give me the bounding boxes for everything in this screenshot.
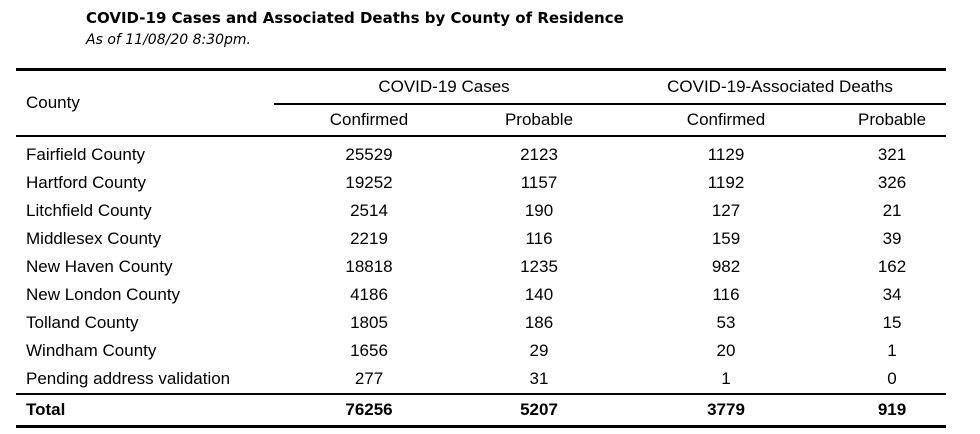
county-cell: Pending address validation: [26, 369, 231, 388]
total-deaths-probable: 919: [838, 393, 947, 428]
deaths-probable-cell: 162: [877, 257, 907, 276]
cases-probable-cell: 29: [529, 341, 549, 360]
county-data-table: County COVID-19 Cases COVID-19-Associate…: [16, 68, 947, 428]
cases-probable-cell: 31: [529, 369, 549, 388]
table-row: Tolland County 1805 186 53 15: [16, 309, 946, 337]
county-cell: Middlesex County: [26, 229, 162, 248]
cases-probable-cell: 140: [524, 285, 554, 304]
table-row: Windham County 1656 29 20 1: [16, 337, 946, 365]
deaths-confirmed-cell: 116: [712, 285, 740, 304]
county-cell: Windham County: [26, 341, 157, 360]
deaths-probable-cell: 1: [887, 341, 897, 360]
cases-confirmed-cell: 25529: [345, 145, 393, 164]
cases-probable-cell: 2123: [520, 145, 558, 164]
table-header: County COVID-19 Cases COVID-19-Associate…: [16, 68, 947, 137]
total-row: Total 76256 5207 3779 919: [16, 393, 947, 428]
deaths-probable-cell: 321: [877, 145, 907, 164]
deaths-probable-cell: 15: [882, 313, 902, 332]
deaths-probable-cell: 21: [882, 201, 902, 220]
deaths-confirmed-cell: 1129: [707, 145, 745, 164]
cases-confirmed-cell: 19252: [345, 173, 393, 192]
total-label: Total: [16, 393, 274, 428]
cases-probable-cell: 116: [525, 229, 553, 248]
deaths-probable-cell: 326: [877, 173, 907, 192]
county-cell: New Haven County: [26, 257, 173, 276]
cases-confirmed-cell: 1805: [350, 313, 388, 332]
deaths-confirmed-cell: 53: [716, 313, 736, 332]
deaths-probable-cell: 39: [882, 229, 902, 248]
cases-confirmed-cell: 1656: [350, 341, 388, 360]
page-title: COVID-19 Cases and Associated Deaths by …: [86, 9, 624, 27]
cases-group-header: COVID-19 Cases: [274, 68, 615, 105]
cases-confirmed-cell: 18818: [345, 257, 393, 276]
deaths-confirmed-cell: 1: [721, 369, 731, 388]
county-cell: Fairfield County: [26, 145, 146, 164]
cases-probable-cell: 1235: [520, 257, 558, 276]
county-cell: Litchfield County: [26, 201, 152, 220]
table-footer: Total 76256 5207 3779 919: [16, 393, 947, 428]
total-cases-probable: 5207: [464, 393, 615, 428]
cases-probable-cell: 186: [524, 313, 554, 332]
total-deaths-confirmed: 3779: [614, 393, 839, 428]
county-cell: Tolland County: [26, 313, 139, 332]
header-row-groups: County COVID-19 Cases COVID-19-Associate…: [16, 68, 947, 137]
cases-probable-cell: 1157: [520, 173, 558, 192]
cases-confirmed-cell: 2219: [350, 229, 388, 248]
deaths-confirmed-cell: 1192: [707, 173, 745, 192]
table-row: Middlesex County 2219 116 159 39: [16, 225, 946, 253]
cases-confirmed-cell: 2514: [350, 201, 388, 220]
county-cell: Hartford County: [26, 173, 146, 192]
cases-confirmed-cell: 4186: [350, 285, 388, 304]
deaths-probable-cell: 34: [882, 285, 902, 304]
table-row: Litchfield County 2514 190 127 21: [16, 197, 946, 225]
deaths-confirmed-header: Confirmed: [614, 104, 839, 137]
table-body: Fairfield County 25529 2123 1129 321 Hartford…: [16, 136, 946, 394]
cases-probable-cell: 190: [524, 201, 554, 220]
table-row: Pending address validation 277 31 1 0: [16, 365, 946, 394]
county-cell: New London County: [26, 285, 181, 304]
deaths-group-header: COVID-19-Associated Deaths: [614, 68, 947, 105]
deaths-probable-cell: 0: [887, 369, 897, 388]
county-column-header: County: [16, 68, 274, 137]
cases-confirmed-cell: 277: [354, 369, 384, 388]
cases-confirmed-header: Confirmed: [274, 104, 464, 137]
table-row: Hartford County 19252 1157 1192 326: [16, 169, 946, 197]
deaths-confirmed-cell: 159: [711, 229, 741, 248]
cases-probable-header: Probable: [464, 104, 615, 137]
total-cases-confirmed: 76256: [274, 393, 464, 428]
deaths-probable-header: Probable: [838, 104, 947, 137]
table-row: Fairfield County 25529 2123 1129 321: [16, 136, 946, 169]
page-subtitle: As of 11/08/20 8:30pm.: [86, 32, 252, 48]
deaths-confirmed-cell: 20: [716, 341, 736, 360]
deaths-confirmed-cell: 982: [711, 257, 741, 276]
table-row: New Haven County 18818 1235 982 162: [16, 253, 946, 281]
deaths-confirmed-cell: 127: [711, 201, 741, 220]
table-row: New London County 4186 140 116 34: [16, 281, 946, 309]
header-row-subcolumns: Confirmed Probable Confirmed Probable: [16, 104, 947, 137]
